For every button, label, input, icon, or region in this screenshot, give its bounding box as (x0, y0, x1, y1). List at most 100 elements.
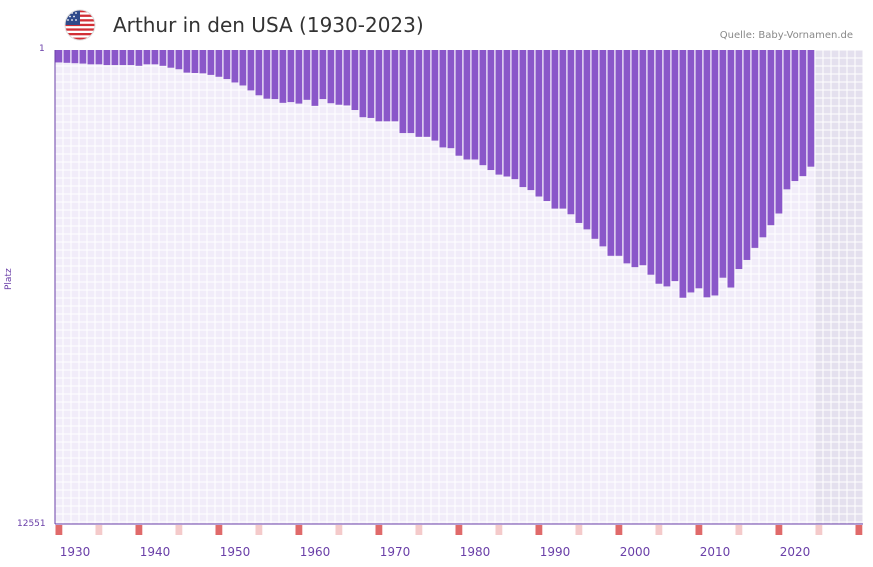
bar (487, 50, 495, 171)
bar (239, 50, 247, 86)
bar (711, 50, 719, 296)
bar (431, 50, 439, 141)
bar (423, 50, 431, 137)
decade-marker (455, 525, 463, 535)
half-decade-marker (95, 525, 103, 535)
bar (807, 50, 815, 167)
bar (71, 50, 79, 64)
bar (495, 50, 503, 175)
decade-marker (855, 525, 863, 535)
decade-marker (375, 525, 383, 535)
bar (207, 50, 215, 75)
bar (503, 50, 511, 177)
bar (399, 50, 407, 134)
x-tick-label: 2010 (700, 545, 731, 559)
bar (343, 50, 351, 106)
bar (351, 50, 359, 111)
bar (639, 50, 647, 266)
bar (543, 50, 551, 202)
bar (263, 50, 271, 99)
bar (143, 50, 151, 65)
bar (607, 50, 615, 256)
half-decade-marker (655, 525, 663, 535)
decade-marker (295, 525, 303, 535)
x-tick-label: 1930 (60, 545, 91, 559)
bar (791, 50, 799, 182)
bar (271, 50, 279, 100)
bar (303, 50, 311, 100)
bar (151, 50, 159, 65)
bar (135, 50, 143, 66)
bar (415, 50, 423, 137)
bar (247, 50, 255, 91)
chart-title: Arthur in den USA (1930-2023) (113, 13, 424, 37)
x-tick-label: 1940 (140, 545, 171, 559)
x-tick-label: 1980 (460, 545, 491, 559)
bar (551, 50, 559, 209)
half-decade-marker (415, 525, 423, 535)
bar (311, 50, 319, 106)
bar (463, 50, 471, 160)
bar (111, 50, 119, 66)
bar (759, 50, 767, 238)
bar (295, 50, 303, 104)
x-tick-label: 1990 (540, 545, 571, 559)
x-tick-label: 2020 (780, 545, 811, 559)
bar (87, 50, 95, 65)
bar (407, 50, 415, 134)
bar (79, 50, 87, 64)
y-tick-bottom: 12551 (17, 519, 46, 529)
bar (439, 50, 447, 148)
y-tick-top: 1 (39, 44, 45, 54)
bar (119, 50, 127, 66)
bar (175, 50, 183, 70)
bar (383, 50, 391, 122)
bar (55, 50, 63, 63)
decade-marker (55, 525, 63, 535)
source-label: Quelle: Baby-Vornamen.de (719, 30, 853, 41)
bar (279, 50, 287, 103)
bar (255, 50, 263, 96)
bar (663, 50, 671, 287)
half-decade-marker (495, 525, 503, 535)
bar (471, 50, 479, 160)
half-decade-marker (815, 525, 823, 535)
bar (231, 50, 239, 83)
bar (599, 50, 607, 247)
bar (223, 50, 231, 80)
bar (103, 50, 111, 66)
bar (455, 50, 463, 156)
bar (335, 50, 343, 105)
bar (615, 50, 623, 256)
bar (647, 50, 655, 275)
bar (783, 50, 791, 190)
bar (687, 50, 695, 293)
bar (95, 50, 103, 65)
decade-marker (615, 525, 623, 535)
bar (671, 50, 679, 282)
bar (727, 50, 735, 288)
bar (447, 50, 455, 149)
bar (743, 50, 751, 260)
bar (655, 50, 663, 284)
bar (127, 50, 135, 66)
half-decade-marker (575, 525, 583, 535)
half-decade-marker (335, 525, 343, 535)
bar (359, 50, 367, 118)
bar (623, 50, 631, 264)
bar (191, 50, 199, 74)
bar (215, 50, 223, 77)
bar (159, 50, 167, 66)
bar (167, 50, 175, 68)
half-decade-marker (175, 525, 183, 535)
bar (735, 50, 743, 270)
bar (527, 50, 535, 191)
usa-flag-icon (64, 9, 96, 41)
x-tick-label: 1950 (220, 545, 251, 559)
bar (583, 50, 591, 230)
bar (63, 50, 71, 63)
bar (519, 50, 527, 188)
bar (287, 50, 295, 103)
x-tick-label: 2000 (620, 545, 651, 559)
bar (719, 50, 727, 278)
